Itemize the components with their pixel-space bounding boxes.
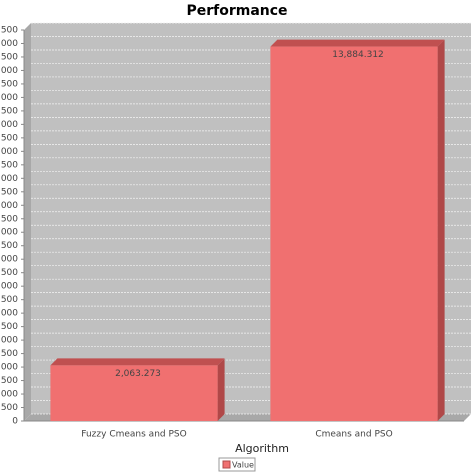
y-tick-label: 2,500 [0, 349, 18, 359]
y-tick-label: 4,000 [0, 309, 18, 319]
value-label: 13,884.312 [332, 50, 384, 60]
y-tick-label: 6,000 [0, 255, 18, 265]
y-tick-label: 9,500 [0, 160, 18, 170]
y-tick-label: 13,000 [0, 66, 18, 76]
y-tick-label: 8,500 [0, 187, 18, 197]
chart-title: Performance [186, 3, 287, 19]
y-tick-label: 3,000 [0, 336, 18, 346]
y-tick-label: 3,500 [0, 322, 18, 332]
bar [270, 46, 438, 421]
y-tick-label: 9,000 [0, 174, 18, 184]
y-tick-label: 0 [12, 417, 18, 427]
value-label: 2,063.273 [115, 369, 161, 379]
y-tick-label: 7,500 [0, 214, 18, 224]
y-tick-label: 1,000 [0, 390, 18, 400]
y-tick-label: 14,500 [0, 26, 18, 36]
legend-swatch [222, 460, 231, 469]
y-tick-label: 5,000 [0, 282, 18, 292]
left-wall [24, 23, 31, 421]
legend-label: Value [232, 461, 254, 470]
y-tick-label: 12,000 [0, 93, 18, 103]
y-tick-label: 11,000 [0, 120, 18, 130]
y-tick-label: 1,500 [0, 376, 18, 386]
bar-top [50, 358, 225, 366]
y-tick-label: 7,000 [0, 228, 18, 238]
x-axis-label: Algorithm [235, 442, 289, 455]
y-tick-label: 2,000 [0, 363, 18, 373]
y-tick-label: 14,000 [0, 39, 18, 49]
bar [50, 365, 218, 421]
bar-top [270, 39, 445, 47]
bar-side [437, 39, 445, 421]
y-tick-label: 8,000 [0, 201, 18, 211]
y-tick-label: 500 [1, 403, 18, 413]
y-tick-label: 10,000 [0, 147, 18, 157]
y-tick-label: 11,500 [0, 106, 18, 116]
y-tick-label: 13,500 [0, 52, 18, 62]
y-tick-label: 12,500 [0, 79, 18, 89]
x-tick-label: Fuzzy Cmeans and PSO [81, 430, 186, 440]
bar-side [217, 358, 225, 421]
x-tick-label: Cmeans and PSO [315, 430, 392, 440]
y-tick-label: 10,500 [0, 133, 18, 143]
y-tick-label: 4,500 [0, 295, 18, 305]
y-tick-label: 6,500 [0, 241, 18, 251]
y-tick-label: 5,500 [0, 268, 18, 278]
